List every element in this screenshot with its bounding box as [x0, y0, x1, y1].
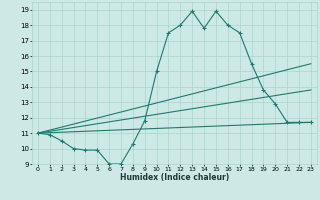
- X-axis label: Humidex (Indice chaleur): Humidex (Indice chaleur): [120, 173, 229, 182]
